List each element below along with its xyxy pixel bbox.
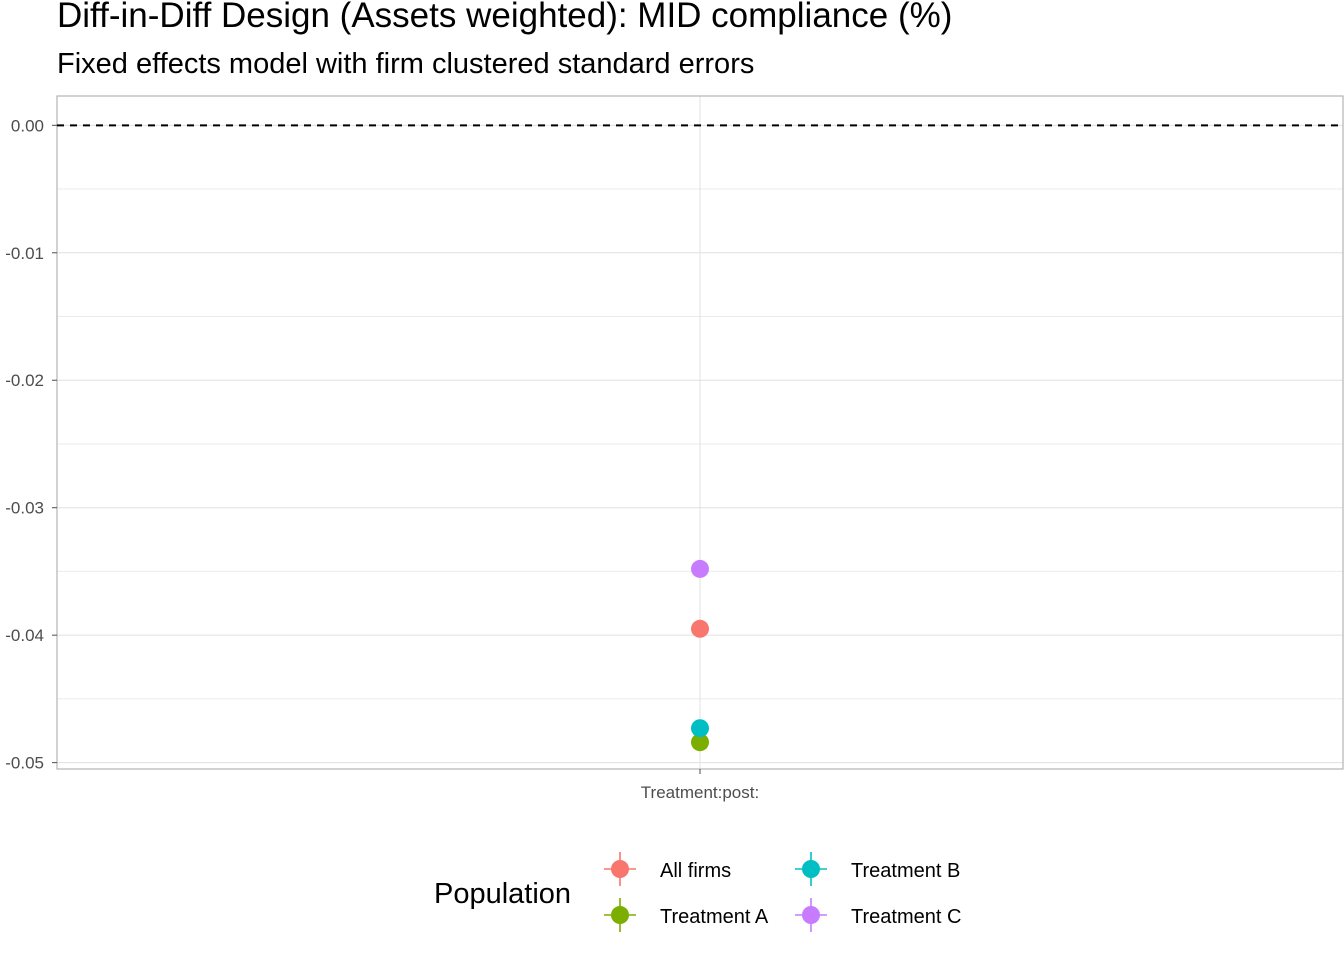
y-tick-label: 0.00 <box>11 116 44 135</box>
y-tick-label: -0.03 <box>5 499 44 518</box>
chart-subtitle: Fixed effects model with firm clustered … <box>57 48 755 80</box>
data-point <box>691 619 709 638</box>
legend-label: Treatment B <box>851 860 960 882</box>
legend-key-point <box>611 906 629 924</box>
legend-label: All firms <box>660 860 731 882</box>
data-point <box>691 559 709 578</box>
legend-key-point <box>802 906 820 924</box>
legend-label: Treatment A <box>660 906 769 928</box>
chart-title: Diff-in-Diff Design (Assets weighted): M… <box>57 0 953 35</box>
legend-title: Population <box>434 878 571 910</box>
data-point <box>691 719 709 738</box>
y-tick-label: -0.04 <box>5 626 44 645</box>
x-tick-label: Treatment:post: <box>641 783 759 802</box>
y-tick-label: -0.02 <box>5 371 44 390</box>
legend-key-point <box>802 860 820 878</box>
y-tick-label: -0.01 <box>5 244 44 263</box>
data-point <box>691 733 709 752</box>
legend-key-point <box>611 860 629 878</box>
legend-label: Treatment C <box>851 906 961 928</box>
y-tick-label: -0.05 <box>5 754 44 773</box>
